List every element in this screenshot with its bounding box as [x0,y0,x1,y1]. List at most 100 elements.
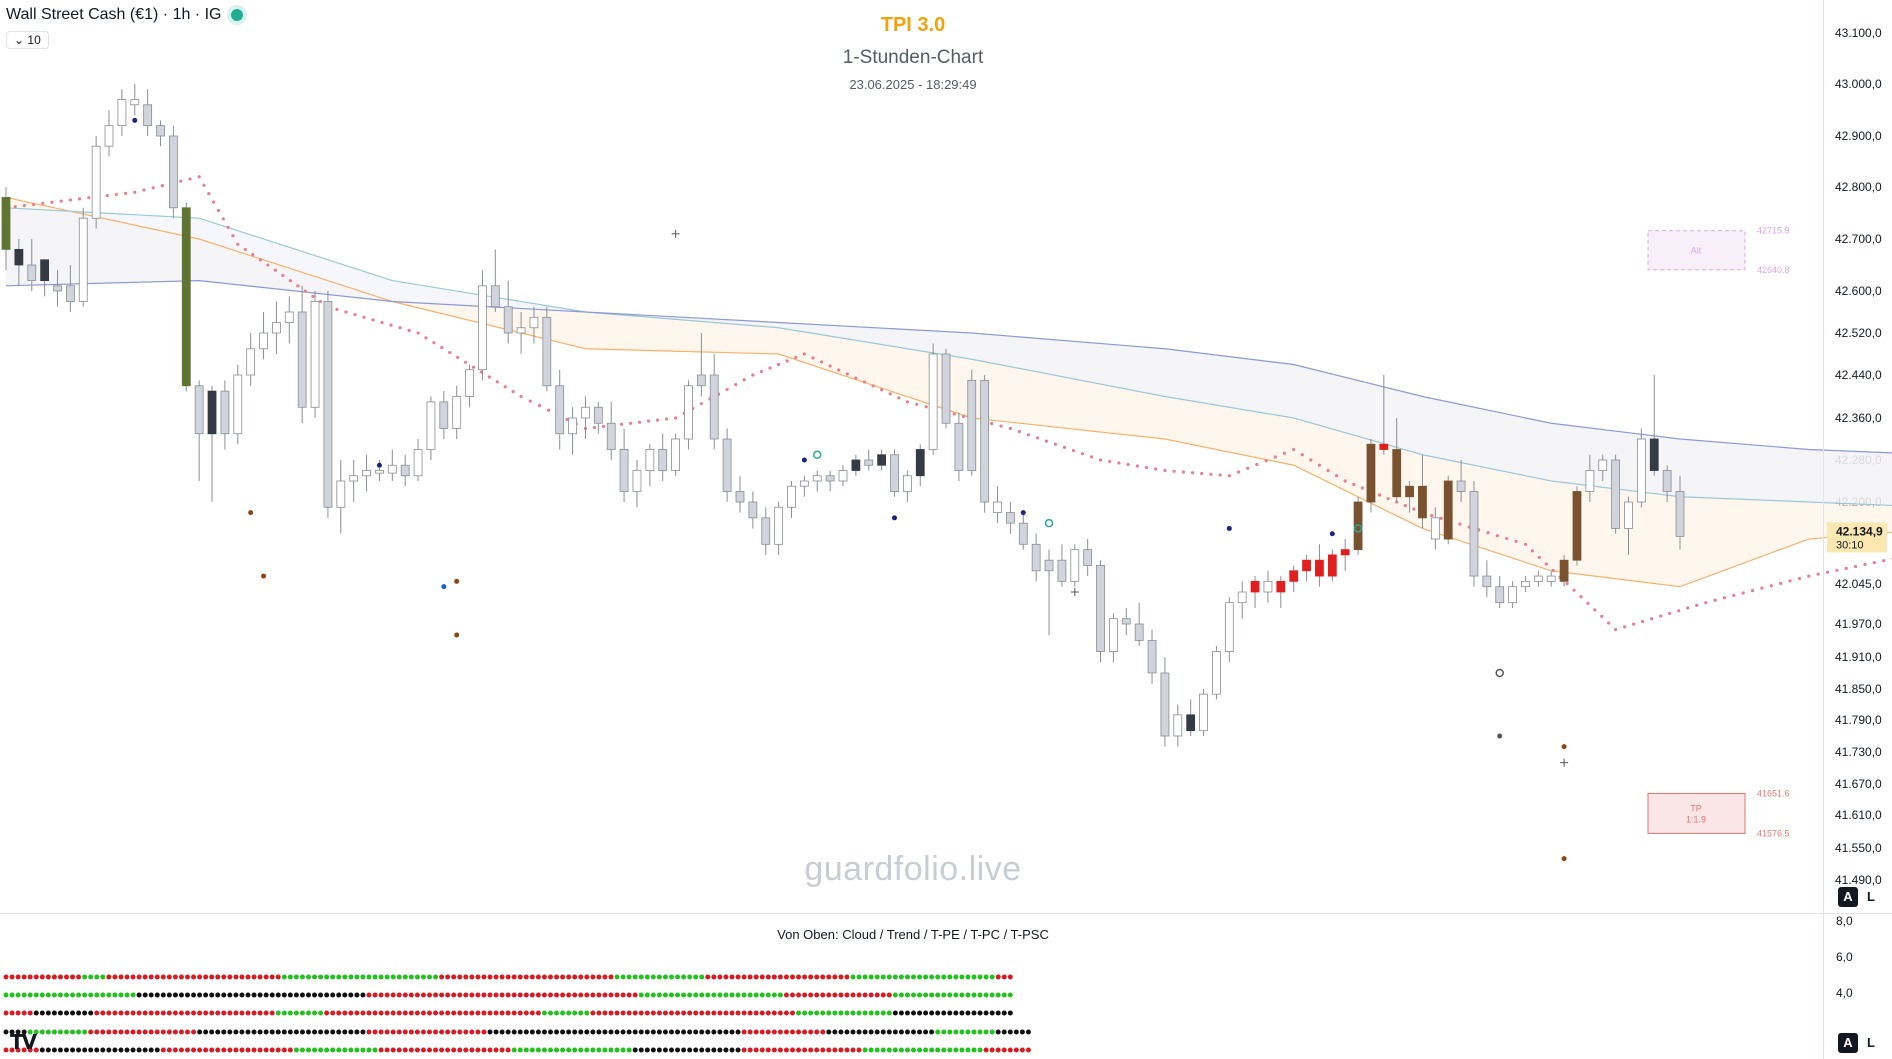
indicator-dot [427,1010,432,1016]
candle [413,449,423,477]
indicator-dot [3,974,9,980]
auto-scale-button-lower[interactable]: A [1838,1033,1858,1053]
indicator-dot [917,1010,923,1016]
trail-dot [353,313,357,317]
indicator-dot [451,992,457,998]
indicator-dot [76,1047,82,1053]
ema-cloud-upper [6,207,1892,506]
symbol-info[interactable]: Wall Street Cash (€1) · 1h · IG [6,6,244,24]
indicator-dot [608,1029,614,1035]
candle [671,438,680,471]
indicator-dot [366,974,372,980]
indicator-dot [759,1010,765,1016]
indicator-dot [239,1010,245,1016]
indicator-dot [433,992,439,998]
trail-dot [1779,581,1783,585]
zone-top-price: 41651.6 [1757,789,1790,799]
signal-ring [812,450,822,459]
auto-scale-button[interactable]: A [1838,887,1858,907]
trail-dot [432,341,436,345]
signal-dot [376,462,382,468]
trail-dot [1236,470,1241,474]
indicator-dot [378,1029,384,1035]
indicator-dot [995,974,1001,980]
pane-divider[interactable] [0,913,1892,914]
indicator-dot [771,974,777,980]
candle [169,135,178,209]
indicator-dot [783,1047,789,1053]
indicator-dot [759,1047,765,1053]
indicator-dot [929,1029,935,1035]
indicator-dot [838,974,844,980]
tradingview-logo[interactable]: TV [10,1030,37,1054]
signal-ring [1495,668,1504,678]
trail-dot [1750,588,1755,593]
indicator-dot [505,974,511,980]
trail-dot [547,408,551,412]
trail-dot [961,414,966,418]
candle [722,438,732,492]
indicator-dot [759,974,765,980]
trail-dot [619,422,624,426]
indicator-dot [971,1029,977,1035]
indicator-dot [293,974,299,980]
indicator-dot [717,1029,723,1035]
indicator-dot [850,1010,856,1016]
indicator-dot [306,1029,311,1035]
indicator-dot [614,1010,620,1016]
collapse-indicators-button[interactable]: ⌄ 10 [6,31,49,49]
candle [78,217,88,302]
indicator-dot [796,974,802,980]
candle [761,517,771,545]
trail-dot [487,375,491,379]
indicator-dot [384,1047,390,1053]
log-scale-button[interactable]: L [1861,887,1881,907]
indicator-dot [826,1010,832,1016]
candle [104,125,114,147]
indicator-dot [257,1010,263,1016]
indicator-dot [844,1047,850,1053]
indicator-dot [693,1029,699,1035]
indicator-dot [971,1010,977,1016]
indicator-dot [820,974,826,980]
trail-dot [1108,459,1112,464]
indicator-dot [172,1047,178,1053]
trail-dot [1614,627,1618,632]
ema-line-0 [5,196,1892,588]
indicator-dot [185,992,190,998]
trail-dot [768,366,772,370]
indicator-dot [130,1010,136,1016]
indicator-dot [336,1010,342,1016]
indicator-dot [463,1010,469,1016]
log-scale-button-lower[interactable]: L [1861,1033,1881,1053]
indicator-dot [560,1029,566,1035]
indicator-dot [100,1010,106,1016]
trail-dot [1863,562,1867,567]
indicator-dot [511,974,517,980]
zone-label: Alt [1691,245,1702,255]
indicator-dot [535,1010,541,1016]
price-tick-label: 41.910,0 [1835,650,1882,664]
candle [1546,575,1556,582]
indicator-dot [856,1047,862,1053]
indicator-dot [21,1047,27,1053]
indicator-dot [427,974,432,980]
indicator-dot [233,1029,239,1035]
candle [1340,549,1350,556]
indicator-dot [741,1010,747,1016]
indicator-dot [318,1010,324,1016]
indicator-dot [197,1010,203,1016]
indicator-dot [572,1029,578,1035]
indicator-dot [505,1010,511,1016]
indicator-dot [802,1029,808,1035]
indicator-dot [662,974,668,980]
indicator-dot [850,992,856,998]
watermark: guardfolio.live [804,850,1022,888]
indicator-dot [675,992,681,998]
trail-dot [915,402,919,406]
candle [1302,559,1311,572]
indicator-dot [898,1047,904,1053]
indicator-dot [366,1010,372,1016]
